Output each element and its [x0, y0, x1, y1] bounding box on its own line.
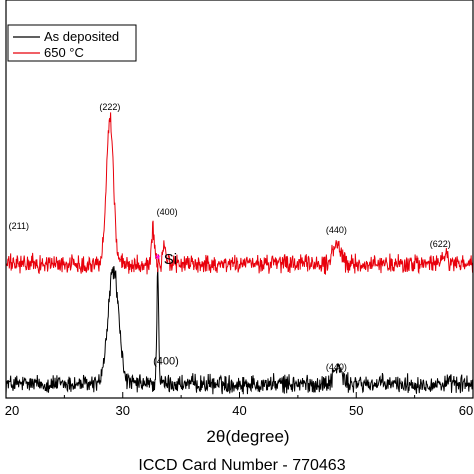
series-layer	[5, 112, 474, 395]
x-tick-label: 50	[349, 403, 363, 418]
x-tick-label: 60	[459, 403, 473, 418]
legend-label-650: 650 °C	[44, 45, 84, 60]
chart-caption: ICCD Card Number - 770463	[138, 457, 345, 474]
peak-label: (400)	[157, 207, 178, 217]
peak-label: (211)	[9, 221, 29, 231]
legend-box	[7, 24, 137, 62]
si-label: Si	[164, 251, 177, 268]
x-tick-label: 40	[232, 403, 246, 418]
x-tick-label: 30	[116, 403, 130, 418]
peak-label: (622)	[430, 239, 451, 249]
peak-label: (400)	[153, 355, 179, 367]
annotation-layer: (211) (222) (400) (440) (622) (400) (440) * Si	[9, 102, 451, 372]
series-line-as-deposited	[5, 266, 474, 395]
legend: As deposited 650 °C	[7, 24, 137, 62]
x-tick-label: 20	[5, 403, 19, 418]
tick-layer: 20 30 40 50 60	[5, 392, 474, 418]
x-axis-title: 2θ(degree)	[206, 427, 289, 446]
si-star-marker: *	[155, 251, 161, 268]
series-line-650c	[5, 112, 474, 275]
peak-label: (222)	[99, 102, 120, 112]
peak-label: (440)	[326, 225, 347, 235]
legend-label-as-deposited: As deposited	[44, 29, 119, 44]
peak-label: (440)	[326, 362, 347, 372]
